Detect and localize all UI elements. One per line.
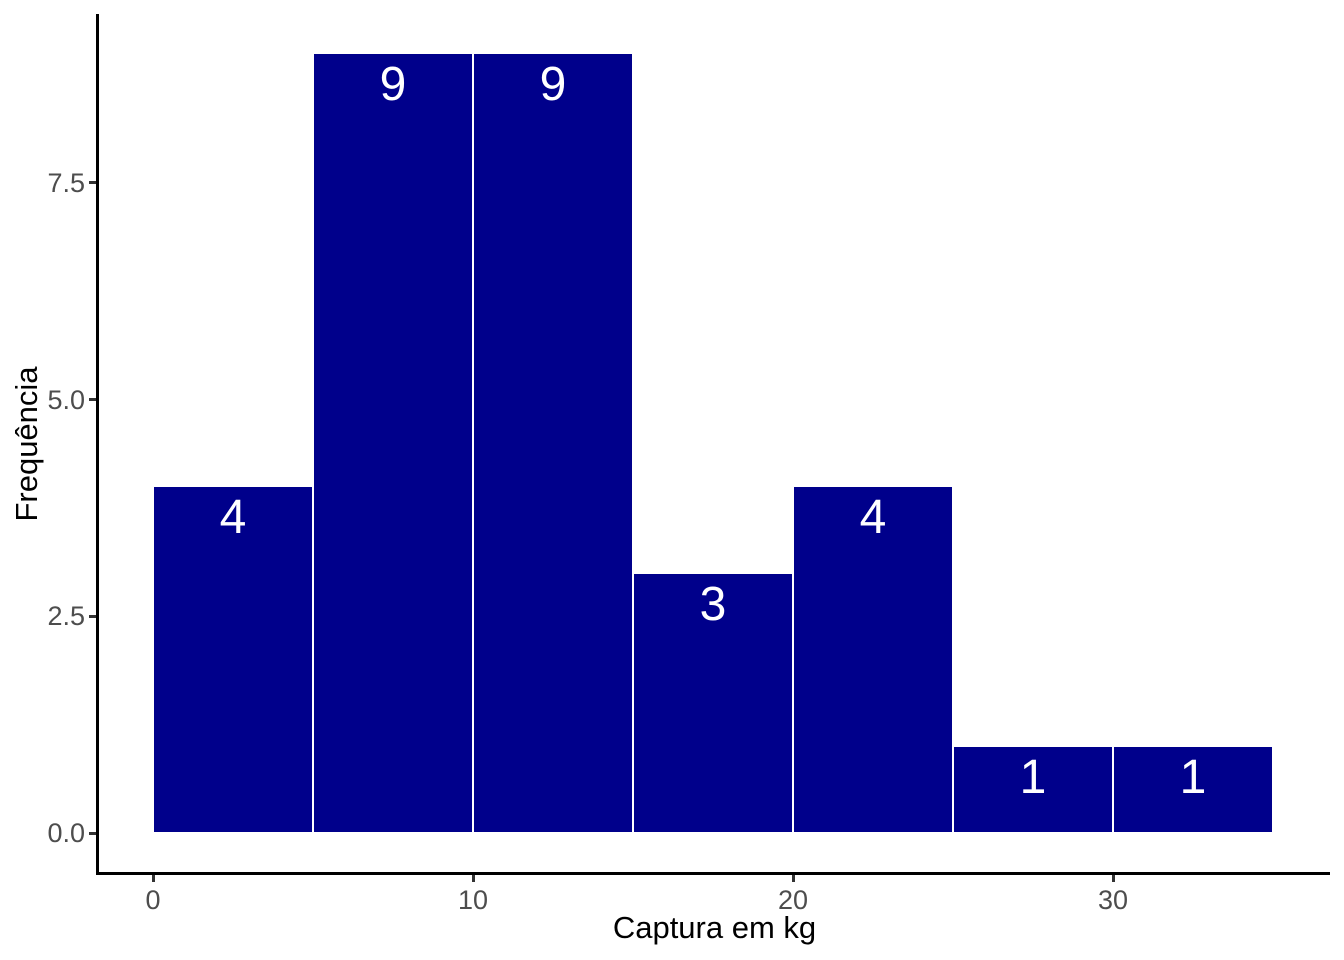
y-axis-title: Frequência — [9, 366, 44, 522]
y-tick-mark — [89, 831, 96, 835]
y-tick-mark — [89, 181, 96, 185]
y-tick-label: 5.0 — [47, 384, 85, 415]
y-tick-mark — [89, 614, 96, 618]
histogram-bar-20-25: 4 — [793, 486, 953, 833]
x-axis-title: Captura em kg — [612, 910, 817, 945]
bar-count-label: 4 — [859, 491, 887, 545]
bar-count-label: 1 — [1179, 751, 1207, 805]
histogram-bar-0-5: 4 — [153, 486, 313, 833]
bar-count-label: 9 — [539, 57, 567, 111]
bar-count-label: 3 — [699, 577, 727, 631]
x-tick-mark — [151, 875, 155, 882]
y-tick-mark — [89, 398, 96, 402]
y-tick-label: 2.5 — [47, 601, 85, 632]
histogram-bar-15-20: 3 — [633, 572, 793, 833]
y-axis-line — [96, 14, 99, 875]
x-tick-mark — [1111, 875, 1115, 882]
x-tick-label: 30 — [1097, 885, 1129, 915]
histogram-bar-5-10: 9 — [313, 52, 473, 833]
bar-count-label: 9 — [379, 57, 407, 111]
bar-count-label: 1 — [1019, 751, 1047, 805]
x-tick-label: 20 — [777, 885, 809, 915]
x-tick-label: 10 — [457, 885, 489, 915]
y-tick-label: 0.0 — [47, 818, 85, 848]
bar-count-label: 4 — [219, 491, 247, 545]
histogram-bar-25-30: 1 — [953, 746, 1113, 833]
x-tick-mark — [471, 875, 475, 882]
x-tick-label: 0 — [145, 885, 161, 915]
histogram-bar-10-15: 9 — [473, 52, 633, 833]
x-axis-line — [96, 872, 1330, 875]
x-tick-mark — [791, 875, 795, 882]
y-tick-label: 7.5 — [47, 167, 85, 198]
histogram-bar-30-35: 1 — [1113, 746, 1273, 833]
